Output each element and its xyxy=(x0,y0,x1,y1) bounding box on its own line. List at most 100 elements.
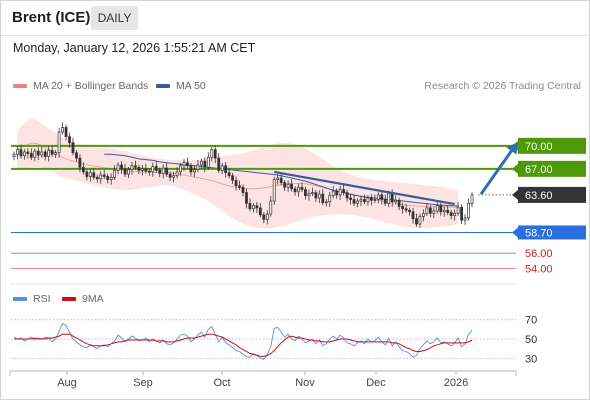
candle-body xyxy=(453,212,457,216)
candle-body xyxy=(220,165,224,171)
candle-body xyxy=(154,166,158,171)
candle-body xyxy=(217,157,221,171)
candle-body xyxy=(23,151,26,157)
candle-body xyxy=(29,153,33,158)
chart-header: Brent (ICE) DAILY xyxy=(0,0,590,36)
header-divider xyxy=(0,35,590,36)
candle-body xyxy=(286,183,290,188)
candle-body xyxy=(147,170,151,173)
candle-body xyxy=(418,216,422,225)
candle-body xyxy=(439,205,443,213)
credit-text: Research © 2026 Trading Central xyxy=(424,80,581,92)
candle-body xyxy=(43,151,47,157)
candle-body xyxy=(390,193,394,203)
candle-body xyxy=(196,164,200,170)
candle-body xyxy=(127,169,130,175)
level-label: 56.00 xyxy=(525,248,553,260)
candle-body xyxy=(366,197,370,203)
candle-body xyxy=(175,171,179,177)
candle-body xyxy=(432,210,436,214)
legend-rsi-ma-label: 9MA xyxy=(82,293,104,305)
candle-body xyxy=(113,170,117,178)
candle-body xyxy=(245,192,248,204)
candle-body xyxy=(26,151,30,154)
candle-body xyxy=(425,207,429,214)
candle-body xyxy=(193,169,196,173)
candle-body xyxy=(258,207,262,216)
candle-body xyxy=(33,150,37,158)
candle-body xyxy=(16,149,19,155)
bollinger-band-area xyxy=(17,118,459,229)
candle-body xyxy=(50,150,54,155)
candle-body xyxy=(394,199,398,203)
legend-ma50-label: MA 50 xyxy=(176,80,206,92)
candle-body xyxy=(227,172,231,177)
candle-body xyxy=(206,156,210,168)
x-tick-label: Oct xyxy=(213,377,230,389)
candle-body xyxy=(297,186,300,193)
candle-body xyxy=(269,200,273,215)
candle-body xyxy=(234,179,238,187)
candle-body xyxy=(307,193,311,197)
candle-body xyxy=(446,209,450,213)
candle-body xyxy=(338,189,342,196)
resistance-tag-70.00 xyxy=(518,137,586,154)
candle-body xyxy=(12,153,16,157)
candle-body xyxy=(359,199,363,202)
level-label: 70.00 xyxy=(525,141,553,153)
rsi-tick-label: 50 xyxy=(525,334,537,346)
candle-body xyxy=(342,189,346,193)
candle-body xyxy=(99,174,103,180)
candle-body xyxy=(238,185,241,188)
level-label: 58.70 xyxy=(525,227,553,239)
candle-body xyxy=(290,183,293,190)
candle-body xyxy=(68,136,71,144)
candle-body xyxy=(363,199,366,203)
candle-body xyxy=(116,164,120,171)
candle-body xyxy=(376,194,380,200)
candle-body xyxy=(186,162,189,167)
candle-body xyxy=(401,206,404,210)
candle-body xyxy=(168,173,172,178)
candle-body xyxy=(248,202,252,210)
x-tick-label: 2026 xyxy=(444,377,468,389)
timeframe-badge[interactable]: DAILY xyxy=(91,6,138,30)
candle-body xyxy=(442,209,446,213)
candle-body xyxy=(335,190,339,196)
candle-body xyxy=(460,206,463,221)
last-price-tag xyxy=(518,186,586,203)
candle-body xyxy=(54,152,58,155)
candle-body xyxy=(463,217,467,221)
ma50-swatch-icon xyxy=(156,84,170,89)
candle-body xyxy=(64,127,68,137)
candle-body xyxy=(61,127,64,133)
candle-body xyxy=(210,149,214,158)
projection-arrow-shaft xyxy=(479,144,517,195)
candle-body xyxy=(387,193,391,204)
rsi-ma-line xyxy=(14,333,473,357)
candle-body xyxy=(279,177,283,183)
candle-body xyxy=(255,205,259,209)
rsi-ma-swatch-icon xyxy=(62,297,76,302)
candle-body xyxy=(19,149,23,157)
timestamp: Monday, January 12, 2026 1:55:21 AM CET xyxy=(13,41,256,55)
legend-bollinger: MA 20 + Bollinger Bands xyxy=(13,80,148,92)
candle-body xyxy=(345,192,349,199)
level-label: 63.60 xyxy=(525,190,553,202)
x-tick-label: Sep xyxy=(133,377,153,389)
candle-body xyxy=(92,172,96,178)
candle-body xyxy=(328,195,332,203)
candle-body xyxy=(172,175,175,178)
projection-arrow-head xyxy=(506,142,518,155)
candle-body xyxy=(380,194,384,200)
candle-body xyxy=(71,142,75,154)
legend-ma50: MA 50 xyxy=(156,80,206,92)
candle-body xyxy=(140,168,144,171)
instrument-title: Brent (ICE) xyxy=(12,9,91,26)
candle-body xyxy=(40,151,44,156)
resistance-tag-67.00 xyxy=(518,160,586,177)
candle-body xyxy=(36,150,40,156)
candle-body xyxy=(422,212,425,217)
candle-body xyxy=(373,199,377,201)
